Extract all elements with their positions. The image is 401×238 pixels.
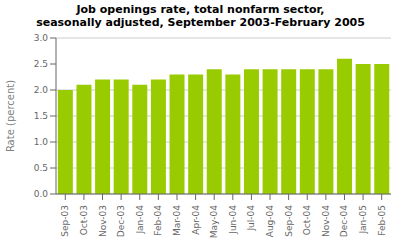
svg-text:Jan-05: Jan-05 [358,205,368,235]
svg-text:Sep-03: Sep-03 [60,205,70,237]
svg-text:Apr-04: Apr-04 [191,205,201,235]
svg-text:Nov-04: Nov-04 [321,205,331,237]
svg-text:Oct-04: Oct-04 [302,205,312,236]
svg-text:Feb-04: Feb-04 [153,205,163,236]
svg-text:Dec-03: Dec-03 [116,205,126,237]
svg-text:Feb-05: Feb-05 [377,205,387,236]
html-text:Job openings rate, total nonfa: Job openings rate, total nonfarm sector, [76,3,325,16]
html-text:seasonally adjusted, September: seasonally adjusted, September 2003-Febr… [36,16,365,29]
svg-text:Dec-04: Dec-04 [339,205,349,237]
svg-text:May-04: May-04 [209,205,219,238]
svg-text:1.5: 1.5 [34,111,48,121]
svg-text:1.0: 1.0 [34,137,49,147]
svg-text:3.0: 3.0 [34,33,49,43]
svg-text:Nov-03: Nov-03 [98,205,108,237]
svg-text:Oct-03: Oct-03 [79,205,89,235]
svg-text:Jan-04: Jan-04 [135,205,145,235]
svg-text:0.0: 0.0 [34,189,49,199]
svg-text:Jun-04: Jun-04 [228,205,238,235]
svg-text:Mar-04: Mar-04 [172,205,182,236]
svg-text:Jul-04: Jul-04 [246,205,256,232]
svg-text:Rate (percent): Rate (percent) [8,80,16,152]
svg-text:2.0: 2.0 [34,85,49,95]
svg-text:0.5: 0.5 [34,163,48,173]
svg-text:Aug-04: Aug-04 [265,205,275,238]
svg-text:2.5: 2.5 [34,59,48,69]
svg-text:Sep-04: Sep-04 [284,205,294,237]
